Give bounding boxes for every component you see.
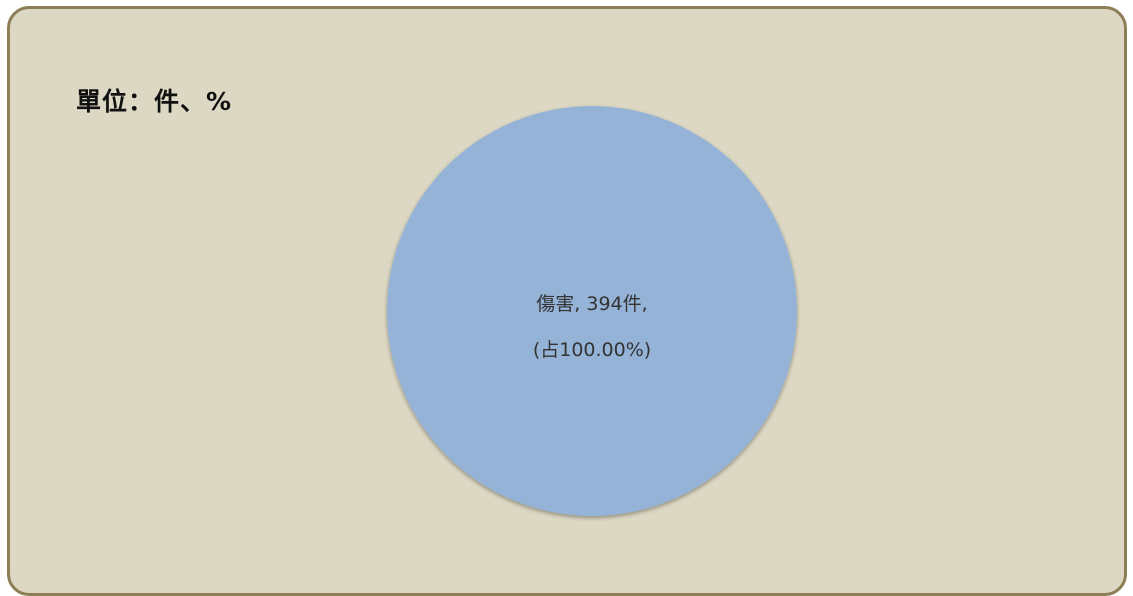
pie-slice: [387, 106, 797, 516]
unit-label: 單位：件、%: [76, 87, 233, 116]
slice-label-line2: (占100.00%): [533, 339, 651, 361]
pie-labels: 傷害, 394件, (占100.00%): [533, 293, 651, 361]
slice-label-line1: 傷害, 394件,: [536, 293, 647, 315]
pie-chart: 傷害, 394件, (占100.00%): [387, 106, 797, 516]
pie-slices: [387, 106, 797, 516]
chart-frame: 單位：件、% 傷害, 394件, (占100.00%): [7, 6, 1127, 596]
